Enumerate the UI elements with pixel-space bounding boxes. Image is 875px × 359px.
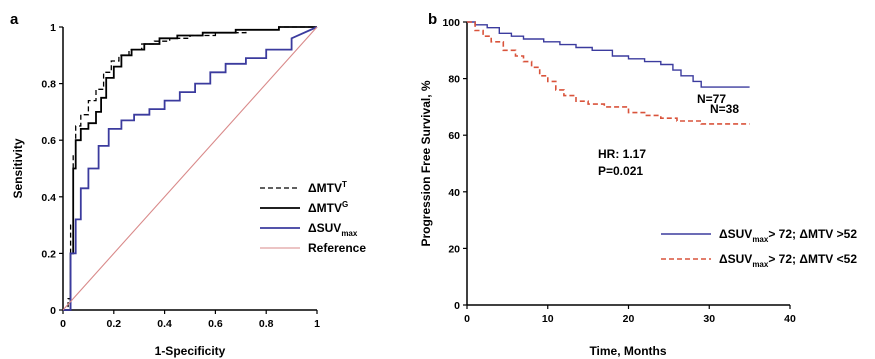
- panel-a-legend-label-3-main: Reference: [308, 241, 366, 255]
- panel-b-x-axis-title: Time, Months: [589, 344, 666, 358]
- panel-b-x-ticks: 0 10 20 30 40: [464, 305, 796, 325]
- panel-b-y-tick-label: 100: [442, 17, 460, 29]
- panel-b-legend-label-1: ΔSUVmax> 72; ΔMTV <52: [719, 252, 857, 269]
- panel-b-legend-label-1-sub: max: [752, 260, 769, 269]
- panel-a-y-tick-label: 0.2: [41, 248, 56, 260]
- panel-a-series-line-1: [63, 26, 317, 311]
- panel-a-y-tick-label: 0.6: [41, 135, 56, 147]
- n-label-bottom: N=38: [710, 102, 739, 116]
- panel-b-legend-label-0-sub: max: [752, 235, 769, 244]
- panel-b-series-group: [467, 21, 750, 125]
- panel-b-legend-label-0-main: ΔSUV: [719, 227, 752, 241]
- panel-a-legend-label-0-main: ΔMTV: [308, 181, 342, 195]
- panel-a-y-tick-label: 0.8: [41, 79, 56, 91]
- panel-a-legend-label-1-sup: G: [342, 200, 348, 209]
- panel-b-x-tick-label: 20: [623, 313, 635, 325]
- panel-b-x-tick-label: 40: [784, 313, 796, 325]
- panel-b-x-tick-label: 30: [703, 313, 715, 325]
- panel-a-legend-label-3: Reference: [308, 241, 366, 255]
- panel-b-y-tick-label: 20: [448, 243, 460, 255]
- panel-a-legend-label-0: ΔMTVT: [308, 180, 347, 195]
- panel-a-legend-label-0-sup: T: [342, 180, 347, 189]
- panel-a-roc-chart: a Sensitivity 1-Specificity 0 0.2 0.4 0.6 0.…: [10, 11, 366, 358]
- panel-a-x-tick-label: 1: [314, 318, 320, 330]
- panel-a-y-tick-label: 0: [50, 305, 56, 317]
- panel-a-legend-label-2-sub: max: [341, 229, 358, 238]
- panel-a-x-tick-label: 0.6: [208, 318, 223, 330]
- panel-a-x-tick-label: 0.8: [259, 318, 274, 330]
- panel-a-x-axis-title: 1-Specificity: [155, 344, 226, 358]
- panel-a-series-line-3: [62, 26, 318, 311]
- panel-b-survival-chart: b Progression Free Survival, % Time, Mon…: [419, 11, 857, 358]
- panel-b-legend-label-0-rest: > 72; ΔMTV >52: [768, 227, 857, 241]
- panel-a-legend-label-1-main: ΔMTV: [308, 201, 342, 215]
- panel-b-legend-label-0: ΔSUVmax> 72; ΔMTV >52: [719, 227, 857, 244]
- panel-a-letter: a: [10, 11, 19, 28]
- panel-a-x-tick-label: 0.4: [157, 318, 172, 330]
- panel-a-legend-label-1: ΔMTVG: [308, 200, 348, 215]
- p-value-label: P=0.021: [598, 164, 643, 178]
- panel-a-y-axis-title: Sensitivity: [11, 138, 25, 198]
- panel-b-series-line-0: [467, 21, 750, 88]
- panel-b-y-tick-label: 40: [448, 187, 460, 199]
- panel-a-y-tick-label: 1: [50, 22, 56, 34]
- panel-b-x-tick-label: 10: [542, 313, 554, 325]
- panel-a-legend-label-2-main: ΔSUV: [308, 221, 341, 235]
- n-label-top: N=77: [697, 92, 726, 106]
- panel-a-x-tick-label: 0: [60, 318, 66, 330]
- panel-b-y-tick-label: 60: [448, 130, 460, 142]
- panel-a-y-ticks: 0 0.2 0.4 0.6 0.8 1: [41, 22, 63, 317]
- panel-a-legend-label-2: ΔSUVmax: [308, 221, 358, 238]
- panel-b-series-line-1: [467, 21, 750, 125]
- panel-b-y-ticks: 0 20 40 60 80 100: [442, 17, 467, 312]
- panel-a-series-group: [62, 26, 318, 311]
- panel-a-x-ticks: 0 0.2 0.4 0.6 0.8 1: [60, 310, 320, 330]
- panel-a-x-tick-label: 0.2: [106, 318, 121, 330]
- panel-a-series-line-2: [63, 26, 318, 311]
- panel-b-x-tick-label: 0: [464, 313, 470, 325]
- panel-b-y-axis-title: Progression Free Survival, %: [419, 80, 433, 246]
- panel-b-y-tick-label: 80: [448, 74, 460, 86]
- panel-b-y-tick-label: 0: [454, 300, 460, 312]
- panel-a-y-tick-label: 0.4: [41, 192, 56, 204]
- panel-b-legend-label-1-main: ΔSUV: [719, 252, 752, 266]
- panel-b-letter: b: [428, 11, 437, 28]
- panel-b-legend-label-1-rest: > 72; ΔMTV <52: [768, 252, 857, 266]
- hazard-ratio-label: HR: 1.17: [598, 147, 646, 161]
